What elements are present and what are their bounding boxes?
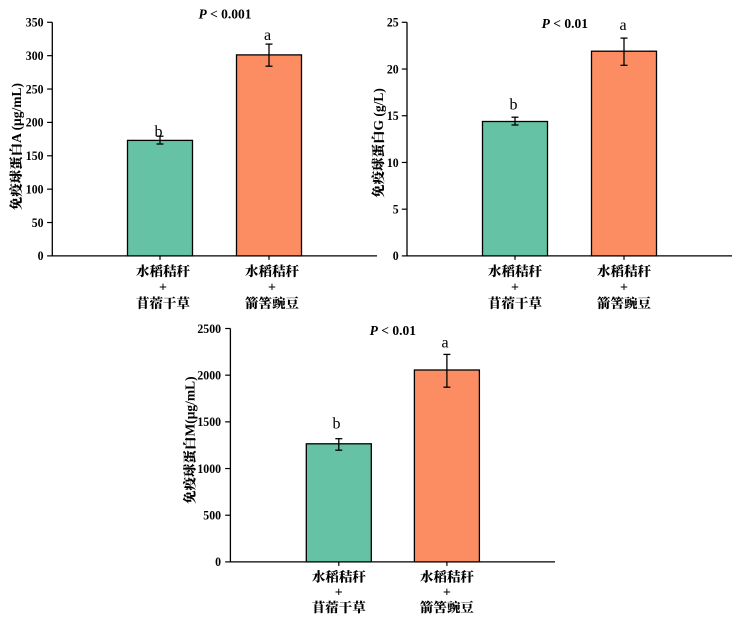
svg-text:P < 0.01: P < 0.01 xyxy=(542,16,589,31)
svg-text:+: + xyxy=(268,280,276,295)
svg-text:500: 500 xyxy=(203,508,221,523)
svg-text:350: 350 xyxy=(26,15,44,30)
svg-text:0: 0 xyxy=(393,248,399,263)
svg-text:+: + xyxy=(159,280,167,295)
svg-text:G (g/L): G (g/L) xyxy=(371,88,386,130)
svg-text:2000: 2000 xyxy=(197,367,221,382)
svg-text:M(μg/mL): M(μg/mL) xyxy=(183,376,198,436)
svg-text:a: a xyxy=(264,27,271,44)
svg-text:+: + xyxy=(443,586,451,601)
svg-text:0: 0 xyxy=(215,554,221,569)
svg-text:2500: 2500 xyxy=(197,321,221,336)
svg-text:+: + xyxy=(511,280,519,295)
svg-text:+: + xyxy=(620,280,628,295)
svg-text:b: b xyxy=(333,415,341,432)
svg-text:25: 25 xyxy=(387,15,399,30)
svg-text:+: + xyxy=(335,586,343,601)
svg-text:150: 150 xyxy=(26,148,44,163)
svg-text:50: 50 xyxy=(32,215,44,230)
svg-text:250: 250 xyxy=(26,81,44,96)
svg-text:P < 0.01: P < 0.01 xyxy=(370,323,417,338)
svg-text:20: 20 xyxy=(387,61,399,76)
svg-text:b: b xyxy=(155,124,163,141)
svg-text:300: 300 xyxy=(26,48,44,63)
svg-text:b: b xyxy=(510,96,518,113)
svg-text:100: 100 xyxy=(26,181,44,196)
svg-text:0: 0 xyxy=(38,248,44,263)
svg-text:a: a xyxy=(619,17,626,34)
svg-text:1000: 1000 xyxy=(197,461,221,476)
svg-text:200: 200 xyxy=(26,115,44,130)
svg-text:A (μg/mL): A (μg/mL) xyxy=(9,83,24,143)
svg-text:5: 5 xyxy=(393,201,399,216)
svg-text:1500: 1500 xyxy=(197,414,221,429)
svg-text:15: 15 xyxy=(387,108,399,123)
svg-text:10: 10 xyxy=(387,155,399,170)
svg-text:a: a xyxy=(441,335,448,352)
svg-text:P < 0.001: P < 0.001 xyxy=(198,7,251,22)
